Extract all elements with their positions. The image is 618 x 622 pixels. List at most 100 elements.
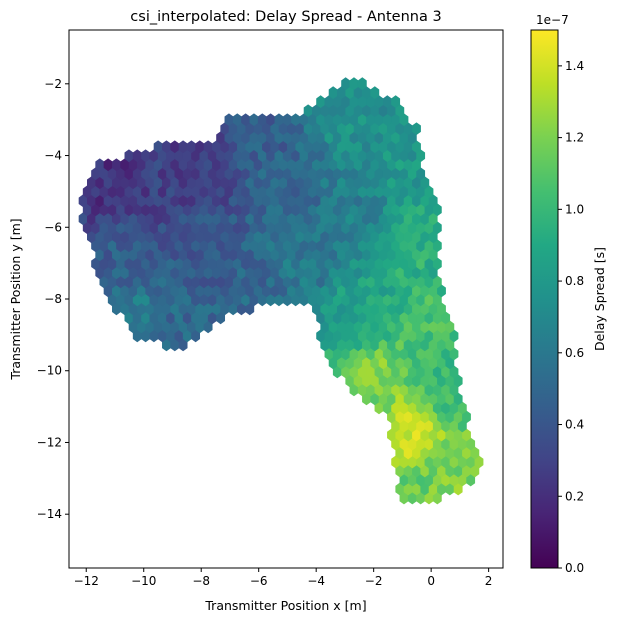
hexbin-cell	[274, 239, 284, 253]
hexbin-cell	[124, 221, 134, 235]
hexbin-cell	[91, 185, 100, 199]
hexbin-cell	[362, 266, 371, 280]
hexbin-cell	[428, 230, 438, 244]
hexbin-cell	[245, 140, 255, 154]
hexbin-cell	[332, 221, 342, 235]
hexbin-cell	[320, 230, 330, 244]
hexbin-cell	[370, 284, 380, 298]
hexbin-cell	[328, 356, 338, 370]
hexbin-cell	[437, 482, 446, 496]
hexbin-cell	[416, 185, 426, 199]
hexbin-cell	[299, 185, 309, 199]
hexbin-cell	[282, 275, 292, 289]
hexbin-cell	[420, 374, 430, 388]
hexbin-cell	[366, 95, 376, 109]
hexbin-cell	[457, 455, 467, 469]
hexbin-cell	[220, 302, 230, 316]
hexbin-cell	[324, 95, 334, 109]
hexbin-cell	[153, 212, 163, 226]
hexbin-cell	[287, 266, 296, 280]
hexbin-cell	[420, 266, 430, 280]
hexbin-cell	[303, 158, 313, 172]
hexbin-cell	[412, 266, 421, 280]
hexbin-cell	[137, 266, 146, 280]
hexbin-cell	[316, 329, 326, 343]
hexbin-cell	[357, 347, 367, 361]
hexbin-cell	[453, 464, 463, 478]
hexbin-cell	[416, 239, 426, 253]
hexbin-cell	[328, 320, 338, 334]
hexbin-cell	[370, 356, 380, 370]
hexbin-cell	[141, 257, 151, 271]
hexbin-cell	[387, 248, 396, 262]
hexbin-cell	[157, 293, 167, 307]
hexbin-cell	[416, 257, 426, 271]
colorbar-tick-label: 1.4	[565, 59, 584, 73]
hexbin-cell	[170, 302, 180, 316]
hexbin-cell	[366, 329, 376, 343]
hexbin-cell	[341, 365, 351, 379]
hexbin-cell	[374, 311, 384, 325]
hexbin-cell	[337, 356, 346, 370]
hexbin-cell	[462, 464, 471, 478]
hexbin-cell	[220, 212, 230, 226]
hexbin-cell	[403, 446, 413, 460]
hexbin-cell	[320, 320, 330, 334]
hexbin-cell	[349, 167, 359, 181]
hexbin-cell	[187, 140, 196, 154]
hexbin-cell	[324, 131, 334, 145]
hexbin-cell	[382, 365, 392, 379]
hexbin-cell	[203, 212, 213, 226]
hexbin-cell	[274, 293, 284, 307]
hexbin-cell	[445, 338, 455, 352]
hexbin-cell	[141, 275, 151, 289]
y-tick-label: −8	[44, 292, 62, 306]
hexbin-cell	[99, 167, 109, 181]
hexbin-cell	[449, 401, 459, 415]
hexbin-cell	[382, 131, 392, 145]
hexbin-cell	[391, 203, 401, 217]
hexbin-cell	[141, 203, 151, 217]
hexbin-cell	[195, 158, 205, 172]
hexbin-cell	[270, 194, 280, 208]
hexbin-cell	[462, 410, 471, 424]
hexbin-cell	[345, 374, 355, 388]
hexbin-cell	[120, 212, 130, 226]
hexbin-cell	[278, 266, 288, 280]
hexbin-cell	[416, 311, 426, 325]
hexbin-cell	[412, 212, 421, 226]
hexbin-cell	[353, 230, 363, 244]
hexbin-cell	[453, 374, 463, 388]
hexbin-cell	[416, 149, 426, 163]
hexbin-cell	[387, 230, 396, 244]
hexbin-cell	[107, 239, 117, 253]
hexbin-cell	[337, 176, 346, 190]
hexbin-cell	[145, 320, 155, 334]
hexbin-cell	[270, 230, 280, 244]
hexbin-cell	[407, 347, 417, 361]
hexbin-cell	[428, 320, 438, 334]
hexbin-cell	[337, 338, 346, 352]
hexbin-cell	[357, 185, 367, 199]
hexbin-cell	[212, 194, 221, 208]
hexbin-cell	[124, 167, 134, 181]
hexbin-cell	[141, 239, 151, 253]
hexbin-cell	[420, 302, 430, 316]
colorbar-tick-label: 0.2	[565, 489, 584, 503]
hexbin-cell	[341, 329, 351, 343]
hexbin-cell	[95, 194, 105, 208]
hexbin-cell	[366, 293, 376, 307]
hexbin-cell	[341, 77, 351, 91]
hexbin-cell	[453, 392, 463, 406]
hexbin-cell	[387, 104, 396, 118]
hexbin-cell	[387, 140, 396, 154]
hexbin-cell	[137, 158, 146, 172]
hexbin-cell	[416, 329, 426, 343]
hexbin-cell	[124, 293, 134, 307]
hexbin-cell	[170, 158, 180, 172]
hexbin-cell	[245, 176, 255, 190]
hexbin-cell	[166, 275, 176, 289]
hexbin-cell	[337, 266, 346, 280]
hexbin-cell	[128, 266, 138, 280]
hexbin-cell	[195, 266, 205, 280]
